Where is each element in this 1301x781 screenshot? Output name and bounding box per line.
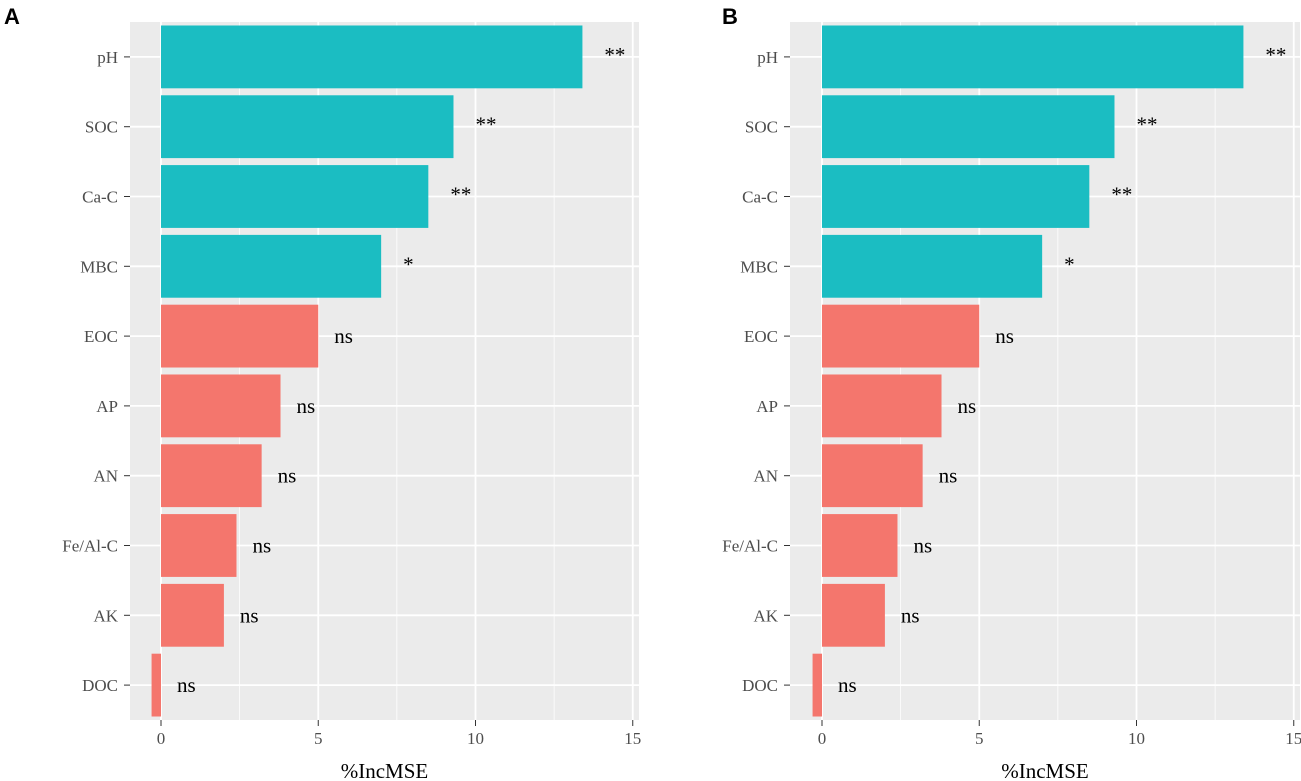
category-label: Ca-C [82, 188, 118, 207]
bar-ca-c [161, 165, 429, 228]
significance-label: ns [278, 464, 297, 488]
bar-fe-al-c [822, 514, 898, 577]
category-label: AP [756, 397, 778, 416]
x-tick-label: 15 [624, 729, 641, 748]
bar-doc [151, 653, 161, 717]
panel-b: B ** pH ** SOC ** Ca-C * MBC ns EOC ns AP ns AN ns Fe/Al… [722, 4, 1301, 781]
category-label: AK [753, 606, 778, 625]
significance-label: ns [240, 603, 259, 627]
x-tick-label: 5 [975, 729, 984, 748]
bar-eoc [161, 304, 319, 368]
significance-label: ** [1136, 113, 1157, 137]
significance-label: ns [995, 324, 1014, 348]
bar-ph [822, 25, 1244, 89]
category-label: EOC [84, 327, 118, 346]
bar-an [161, 444, 262, 508]
bar-fe-al-c [161, 514, 237, 577]
significance-label: ns [901, 603, 920, 627]
category-label: DOC [82, 676, 118, 695]
category-label: pH [757, 48, 778, 67]
bar-an [822, 444, 923, 508]
category-label: Fe/Al-C [722, 537, 778, 556]
significance-label: ns [297, 394, 316, 418]
x-tick-label: 0 [157, 729, 166, 748]
significance-label: * [403, 252, 414, 276]
significance-label: ns [939, 464, 958, 488]
significance-label: ns [252, 534, 271, 558]
significance-label: ** [475, 113, 496, 137]
x-tick-label: 10 [1128, 729, 1145, 748]
significance-label: ns [334, 324, 353, 348]
significance-label: ns [177, 673, 196, 697]
x-tick-label: 0 [818, 729, 827, 748]
panel-letter: A [4, 4, 20, 29]
category-label: AK [93, 606, 118, 625]
category-label: Ca-C [742, 188, 778, 207]
significance-label: ** [604, 43, 625, 67]
bar-ph [161, 25, 583, 89]
category-label: AN [753, 467, 778, 486]
x-tick-label: 10 [467, 729, 484, 748]
category-label: AP [96, 397, 118, 416]
significance-label: * [1064, 252, 1075, 276]
bar-ca-c [822, 165, 1090, 228]
significance-label: ns [838, 673, 857, 697]
bar-ap [822, 374, 942, 438]
category-label: SOC [85, 118, 118, 137]
x-tick-label: 5 [314, 729, 323, 748]
panel-a: A ** pH ** SOC ** Ca-C * MBC ns EOC ns AP ns AN ns Fe/Al… [4, 4, 641, 781]
panel-letter: B [722, 4, 738, 29]
category-label: MBC [80, 257, 118, 276]
category-label: Fe/Al-C [62, 537, 118, 556]
category-label: DOC [742, 676, 778, 695]
bar-doc [812, 653, 822, 717]
bar-mbc [161, 234, 382, 298]
bar-soc [822, 95, 1115, 159]
category-label: SOC [745, 118, 778, 137]
bar-mbc [822, 234, 1043, 298]
significance-label: ** [1265, 43, 1286, 67]
significance-label: ns [913, 534, 932, 558]
category-label: EOC [744, 327, 778, 346]
bar-ap [161, 374, 281, 438]
x-axis-title: %IncMSE [341, 759, 429, 781]
category-label: MBC [740, 257, 778, 276]
x-axis-title: %IncMSE [1001, 759, 1089, 781]
category-label: pH [97, 48, 118, 67]
significance-label: ** [1111, 183, 1132, 207]
category-label: AN [93, 467, 118, 486]
bar-soc [161, 95, 454, 159]
bar-ak [161, 583, 224, 647]
x-tick-label: 15 [1285, 729, 1301, 748]
significance-label: ns [958, 394, 977, 418]
bar-eoc [822, 304, 980, 368]
significance-label: ** [450, 183, 471, 207]
bar-ak [822, 583, 885, 647]
